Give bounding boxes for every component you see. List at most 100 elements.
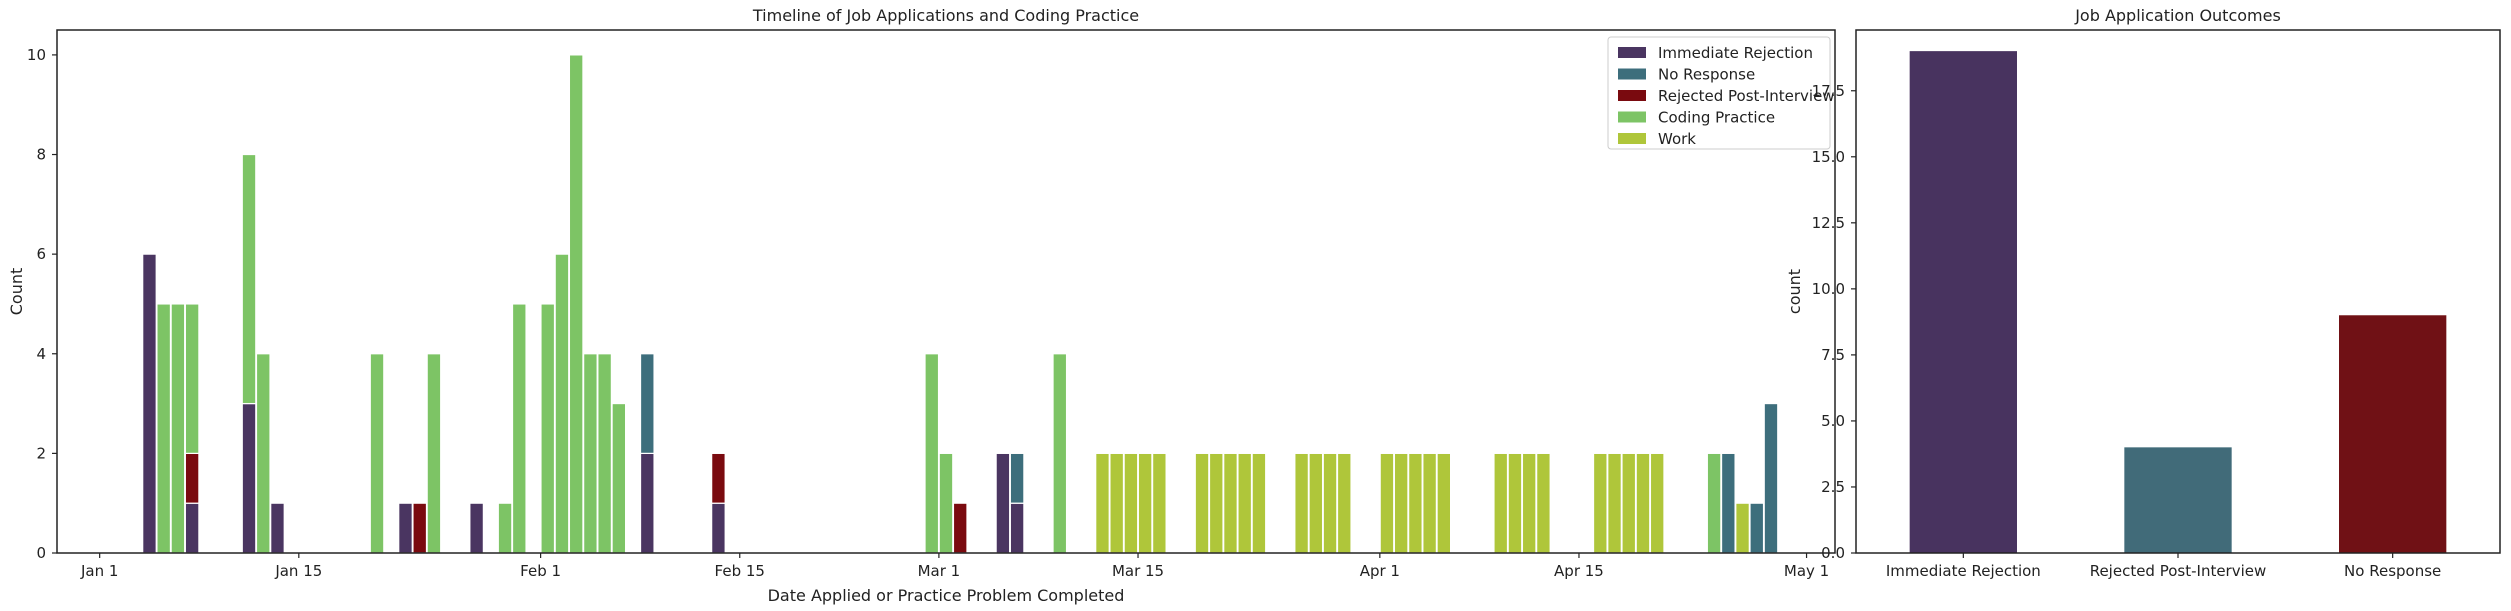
timeline-ytick-label: 4 [36, 345, 46, 363]
legend-label-rejected-post-interview: Rejected Post-Interview [1658, 87, 1835, 105]
outcome-ylabel: count [1785, 269, 1804, 314]
timeline-bar-coding-practice-2025-04-24 [1706, 452, 1722, 554]
timeline-bar-immediate-rejection-2025-01-22 [398, 502, 413, 554]
timeline-bar-work-2025-03-14 [1123, 452, 1139, 554]
timeline-plot-frame [56, 29, 1836, 554]
timeline-bar-coding-practice-2025-02-03 [568, 54, 584, 554]
timeline-bar-work-2025-04-04 [1422, 452, 1437, 554]
timeline-bar-no-response-2025-04-25 [1720, 452, 1736, 554]
timeline-bar-coding-practice-2025-01-20 [369, 353, 385, 554]
timeline-bar-work-2025-04-16 [1592, 452, 1608, 554]
timeline-bar-coding-practice-2025-03-01 [938, 452, 954, 554]
outcome-ytick-label: 2.5 [1821, 478, 1845, 496]
timeline-xtick-label: Jan 1 [80, 562, 118, 580]
timeline-bar-work-2025-03-27 [1308, 452, 1324, 554]
outcome-xtick-label: Rejected Post-Interview [2090, 562, 2267, 580]
timeline-bar-immediate-rejection-2025-02-08 [639, 452, 655, 554]
timeline-bar-coding-practice-2025-02-05 [597, 353, 612, 554]
timeline-bar-work-2025-03-23 [1251, 452, 1267, 554]
timeline-bar-coding-practice-2025-02-06 [611, 402, 627, 554]
timeline-bar-coding-practice-2025-01-06 [170, 303, 186, 554]
timeline-bar-coding-practice-2025-02-02 [554, 253, 570, 554]
timeline-xtick-label: May 1 [1784, 562, 1829, 580]
timeline-bar-immediate-rejection-2025-01-04 [142, 253, 157, 554]
legend-label-no-response: No Response [1658, 66, 1755, 84]
timeline-bar-no-response-2025-02-08 [639, 353, 655, 454]
timeline-bar-coding-practice-2025-01-11 [241, 153, 257, 405]
timeline-bar-no-response-2025-03-06 [1009, 452, 1025, 504]
timeline-bar-immediate-rejection-2025-01-11 [241, 402, 257, 554]
timeline-bar-work-2025-03-16 [1152, 452, 1167, 554]
timeline-bar-work-2025-04-02 [1393, 452, 1409, 554]
legend-swatch-work [1618, 133, 1646, 144]
timeline-bar-work-2025-04-05 [1436, 452, 1452, 554]
outcome-bar-rejected-post-interview [2124, 447, 2232, 553]
legend-swatch-no-response [1618, 68, 1646, 80]
outcome-xtick-label: No Response [2344, 562, 2441, 580]
timeline-bar-coding-practice-2025-01-12 [255, 353, 271, 554]
outcome-plot-frame [1855, 29, 2501, 554]
outcome-ytick-label: 17.5 [1812, 82, 1845, 100]
timeline-bar-work-2025-03-22 [1237, 452, 1253, 554]
timeline-bar-coding-practice-2025-03-09 [1052, 353, 1068, 554]
timeline-bar-work-2025-03-15 [1137, 452, 1153, 554]
timeline-ylabel: Count [7, 268, 26, 316]
timeline-bar-work-2025-03-19 [1194, 452, 1210, 554]
timeline-bar-immediate-rejection-2025-03-06 [1009, 502, 1025, 554]
legend-label-immediate-rejection: Immediate Rejection [1658, 44, 1813, 62]
timeline-bar-work-2025-03-12 [1095, 452, 1110, 554]
outcome-ytick-label: 15.0 [1812, 148, 1845, 166]
timeline-bar-work-2025-03-28 [1322, 452, 1338, 554]
timeline-bar-no-response-2025-04-27 [1749, 502, 1765, 554]
outcome-ytick-label: 12.5 [1812, 214, 1845, 232]
timeline-bar-work-2025-04-18 [1621, 452, 1637, 554]
timeline-ytick-label: 8 [36, 146, 46, 164]
timeline-bar-work-2025-04-09 [1493, 452, 1509, 554]
timeline-bar-immediate-rejection-2025-03-05 [995, 452, 1011, 554]
timeline-ytick-label: 0 [36, 544, 46, 562]
timeline-bar-no-response-2025-04-28 [1763, 402, 1779, 554]
timeline-ytick-label: 6 [36, 245, 46, 263]
timeline-bar-immediate-rejection-2025-01-07 [184, 502, 200, 554]
timeline-bar-rejected-post-interview-2025-03-02 [952, 502, 968, 554]
timeline-bar-work-2025-04-26 [1735, 502, 1750, 554]
outcome-bar-no-response [2339, 315, 2447, 553]
timeline-xtick-label: Mar 15 [1112, 562, 1164, 580]
legend-label-work: Work [1658, 130, 1696, 148]
timeline-bar-rejected-post-interview-2025-02-13 [711, 452, 726, 504]
timeline-bar-work-2025-04-19 [1635, 452, 1651, 554]
timeline-ytick-label: 2 [36, 444, 46, 462]
timeline-bar-coding-practice-2025-02-28 [924, 353, 940, 554]
legend-label-coding-practice: Coding Practice [1658, 109, 1775, 127]
timeline-bar-work-2025-04-11 [1521, 452, 1537, 554]
timeline-bar-rejected-post-interview-2025-01-07 [184, 452, 200, 504]
timeline-xlabel: Date Applied or Practice Problem Complet… [768, 586, 1125, 605]
outcome-ytick-label: 0.0 [1821, 544, 1845, 562]
outcome-ytick-label: 7.5 [1821, 346, 1845, 364]
legend-swatch-immediate-rejection [1618, 47, 1646, 58]
outcome-xtick-label: Immediate Rejection [1886, 562, 2041, 580]
timeline-xtick-label: Mar 1 [918, 562, 961, 580]
timeline-bar-coding-practice-2025-02-01 [540, 303, 556, 554]
timeline-bar-work-2025-04-10 [1507, 452, 1523, 554]
timeline-ytick-label: 10 [27, 46, 46, 64]
timeline-bar-work-2025-03-29 [1336, 452, 1352, 554]
legend-swatch-rejected-post-interview [1618, 90, 1646, 101]
timeline-bar-work-2025-03-13 [1109, 452, 1125, 554]
outcome-bar-immediate-rejection [1909, 51, 2017, 553]
timeline-bar-immediate-rejection-2025-01-13 [270, 502, 285, 554]
timeline-bar-work-2025-03-26 [1294, 452, 1309, 554]
timeline-bar-coding-practice-2025-01-24 [426, 353, 442, 554]
outcome-ytick-label: 10.0 [1812, 280, 1845, 298]
timeline-xtick-label: Feb 15 [715, 562, 765, 580]
timeline-bar-immediate-rejection-2025-02-13 [711, 502, 726, 554]
outcome-ytick-label: 5.0 [1821, 412, 1845, 430]
timeline-bar-immediate-rejection-2025-01-27 [469, 502, 484, 554]
timeline-xtick-label: Apr 1 [1360, 562, 1400, 580]
timeline-bar-coding-practice-2025-01-29 [497, 502, 513, 554]
legend-swatch-coding-practice [1618, 111, 1646, 123]
timeline-xtick-label: Jan 15 [274, 562, 322, 580]
timeline-bar-coding-practice-2025-02-04 [583, 353, 598, 554]
timeline-bar-work-2025-04-01 [1379, 452, 1395, 554]
